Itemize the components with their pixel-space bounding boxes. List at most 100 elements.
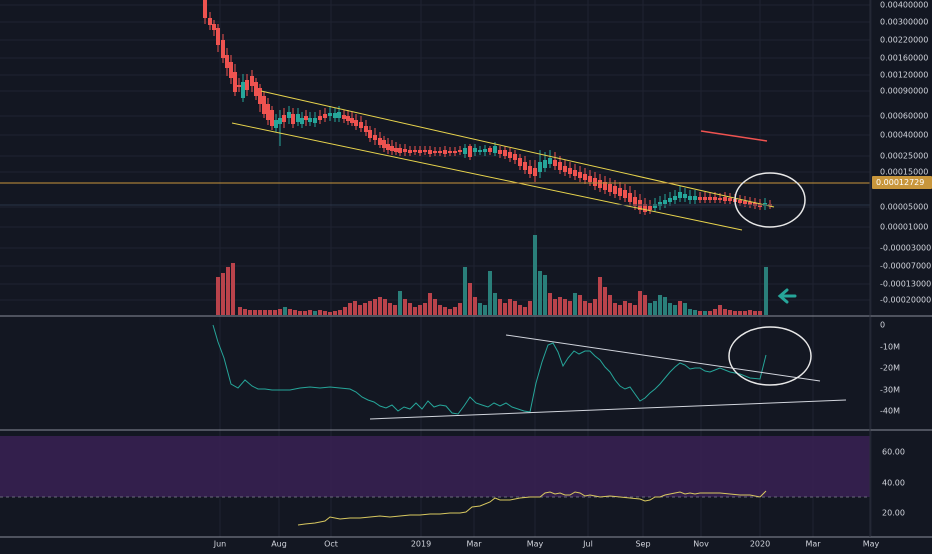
time-tick-label[interactable]: Oct bbox=[324, 540, 338, 549]
volume-bar-31 bbox=[373, 299, 377, 315]
candle-body-45 bbox=[398, 148, 402, 153]
candle-body-44 bbox=[394, 148, 398, 152]
volume-bar-23 bbox=[333, 311, 337, 315]
volume-bar-78 bbox=[608, 295, 612, 315]
price-tick-label[interactable]: 0.00060000 bbox=[880, 112, 928, 121]
price-tick-label[interactable]: 0.00025000 bbox=[880, 152, 928, 161]
volume-bar-101 bbox=[723, 309, 727, 315]
volume-bar-109 bbox=[764, 267, 768, 315]
rsi-tick-label[interactable]: 40.00 bbox=[882, 479, 905, 488]
volume-bar-91 bbox=[673, 305, 677, 315]
candle-body-50 bbox=[423, 150, 427, 152]
candle-body-77 bbox=[558, 162, 562, 170]
price-tick-label[interactable]: 0.00220000 bbox=[880, 36, 928, 45]
volume-bar-14 bbox=[288, 309, 292, 315]
obv-tick-label[interactable]: 0 bbox=[880, 321, 885, 330]
volume-bar-29 bbox=[363, 303, 367, 315]
time-tick-label[interactable]: Jul bbox=[582, 540, 593, 549]
time-tick-label[interactable]: Mar bbox=[466, 540, 482, 549]
candle-body-40 bbox=[378, 138, 382, 145]
volume-bar-63 bbox=[533, 235, 537, 315]
price-tick-label[interactable]: -0.00007000 bbox=[880, 262, 931, 271]
volume-bar-79 bbox=[613, 303, 617, 315]
current-price-label[interactable]: 0.00012729 bbox=[876, 178, 924, 187]
candle-body-87 bbox=[608, 184, 612, 192]
price-tick-label[interactable]: 0.00090000 bbox=[880, 87, 928, 96]
obv-tick-label[interactable]: -10M bbox=[880, 343, 900, 352]
price-tick-label[interactable]: 0.00300000 bbox=[880, 18, 928, 27]
price-tick-label[interactable]: -0.00003000 bbox=[880, 244, 931, 253]
obv-tick-label[interactable]: -30M bbox=[880, 386, 900, 395]
volume-bar-21 bbox=[323, 311, 327, 315]
volume-bar-30 bbox=[368, 301, 372, 315]
volume-bar-77 bbox=[603, 287, 607, 315]
candle-body-82 bbox=[583, 174, 587, 180]
volume-bar-3 bbox=[231, 263, 235, 315]
rsi-band-layer bbox=[0, 436, 870, 497]
candle-body-71 bbox=[528, 166, 532, 174]
time-tick-label[interactable]: May bbox=[863, 540, 880, 549]
price-tick-label[interactable]: -0.00013000 bbox=[880, 280, 931, 289]
candle-body-57 bbox=[458, 150, 462, 152]
volume-bar-57 bbox=[503, 303, 507, 315]
volume-bar-39 bbox=[413, 307, 417, 315]
candle-body-98 bbox=[663, 200, 667, 204]
candle-body-2 bbox=[212, 24, 216, 30]
candle-body-88 bbox=[613, 186, 617, 194]
candle-body-70 bbox=[523, 162, 527, 170]
volume-bar-17 bbox=[303, 311, 307, 315]
volume-bar-54 bbox=[488, 271, 492, 315]
price-tick-label[interactable]: 0.00400000 bbox=[880, 1, 928, 10]
obv-tick-label[interactable]: -20M bbox=[880, 364, 900, 373]
candle-body-62 bbox=[483, 149, 487, 152]
volume-bar-102 bbox=[728, 310, 732, 315]
price-tick-label[interactable]: 0.00040000 bbox=[880, 131, 928, 140]
candle-body-13 bbox=[258, 88, 262, 104]
volume-bar-18 bbox=[308, 310, 312, 315]
volume-bar-52 bbox=[478, 303, 482, 315]
time-tick-label[interactable]: 2019 bbox=[411, 540, 431, 549]
time-tick-label[interactable]: Mar bbox=[805, 540, 821, 549]
volume-bar-34 bbox=[388, 303, 392, 315]
price-tick-label[interactable]: 0.00015000 bbox=[880, 168, 928, 177]
candle-body-104 bbox=[693, 196, 697, 200]
price-tick-label[interactable]: 0.00120000 bbox=[880, 71, 928, 80]
candle-body-29 bbox=[328, 113, 332, 116]
volume-bar-12 bbox=[278, 309, 282, 315]
candle-body-1 bbox=[208, 18, 212, 25]
time-tick-label[interactable]: May bbox=[527, 540, 544, 549]
obv-tick-label[interactable]: -40M bbox=[880, 407, 900, 416]
rsi-tick-label[interactable]: 20.00 bbox=[882, 509, 905, 518]
volume-bar-41 bbox=[423, 303, 427, 315]
time-tick-label[interactable]: Nov bbox=[693, 540, 709, 549]
candle-body-89 bbox=[618, 188, 622, 196]
candle-body-84 bbox=[593, 178, 597, 186]
price-tick-label[interactable]: 0.00001000 bbox=[880, 223, 928, 232]
volume-bar-46 bbox=[448, 309, 452, 315]
volume-bar-99 bbox=[713, 309, 717, 315]
price-tick-label[interactable]: 0.00005000 bbox=[880, 203, 928, 212]
price-tick-label[interactable]: 0.00160000 bbox=[880, 54, 928, 63]
candle-body-65 bbox=[498, 150, 502, 154]
volume-bar-7 bbox=[253, 310, 257, 315]
time-tick-label[interactable]: 2020 bbox=[750, 540, 770, 549]
candle-body-39 bbox=[373, 135, 377, 140]
volume-bar-92 bbox=[678, 301, 682, 315]
candle-body-110 bbox=[723, 197, 727, 201]
rsi-tick-label[interactable]: 60.00 bbox=[882, 448, 905, 457]
time-tick-label[interactable]: Jun bbox=[213, 540, 227, 549]
candle-body-66 bbox=[503, 150, 507, 156]
volume-bar-2 bbox=[226, 267, 230, 315]
volume-bar-100 bbox=[718, 305, 722, 315]
time-tick-label[interactable]: Aug bbox=[271, 540, 287, 549]
time-tick-label[interactable]: Sep bbox=[635, 540, 650, 549]
volume-bar-16 bbox=[298, 311, 302, 315]
candle-body-20 bbox=[287, 112, 291, 118]
volume-bar-76 bbox=[598, 277, 602, 315]
price-tick-label[interactable]: -0.00020000 bbox=[880, 296, 931, 305]
candle-body-48 bbox=[413, 150, 417, 152]
volume-bar-108 bbox=[758, 311, 762, 315]
candle-body-31 bbox=[337, 112, 341, 118]
candle-body-27 bbox=[318, 116, 322, 120]
